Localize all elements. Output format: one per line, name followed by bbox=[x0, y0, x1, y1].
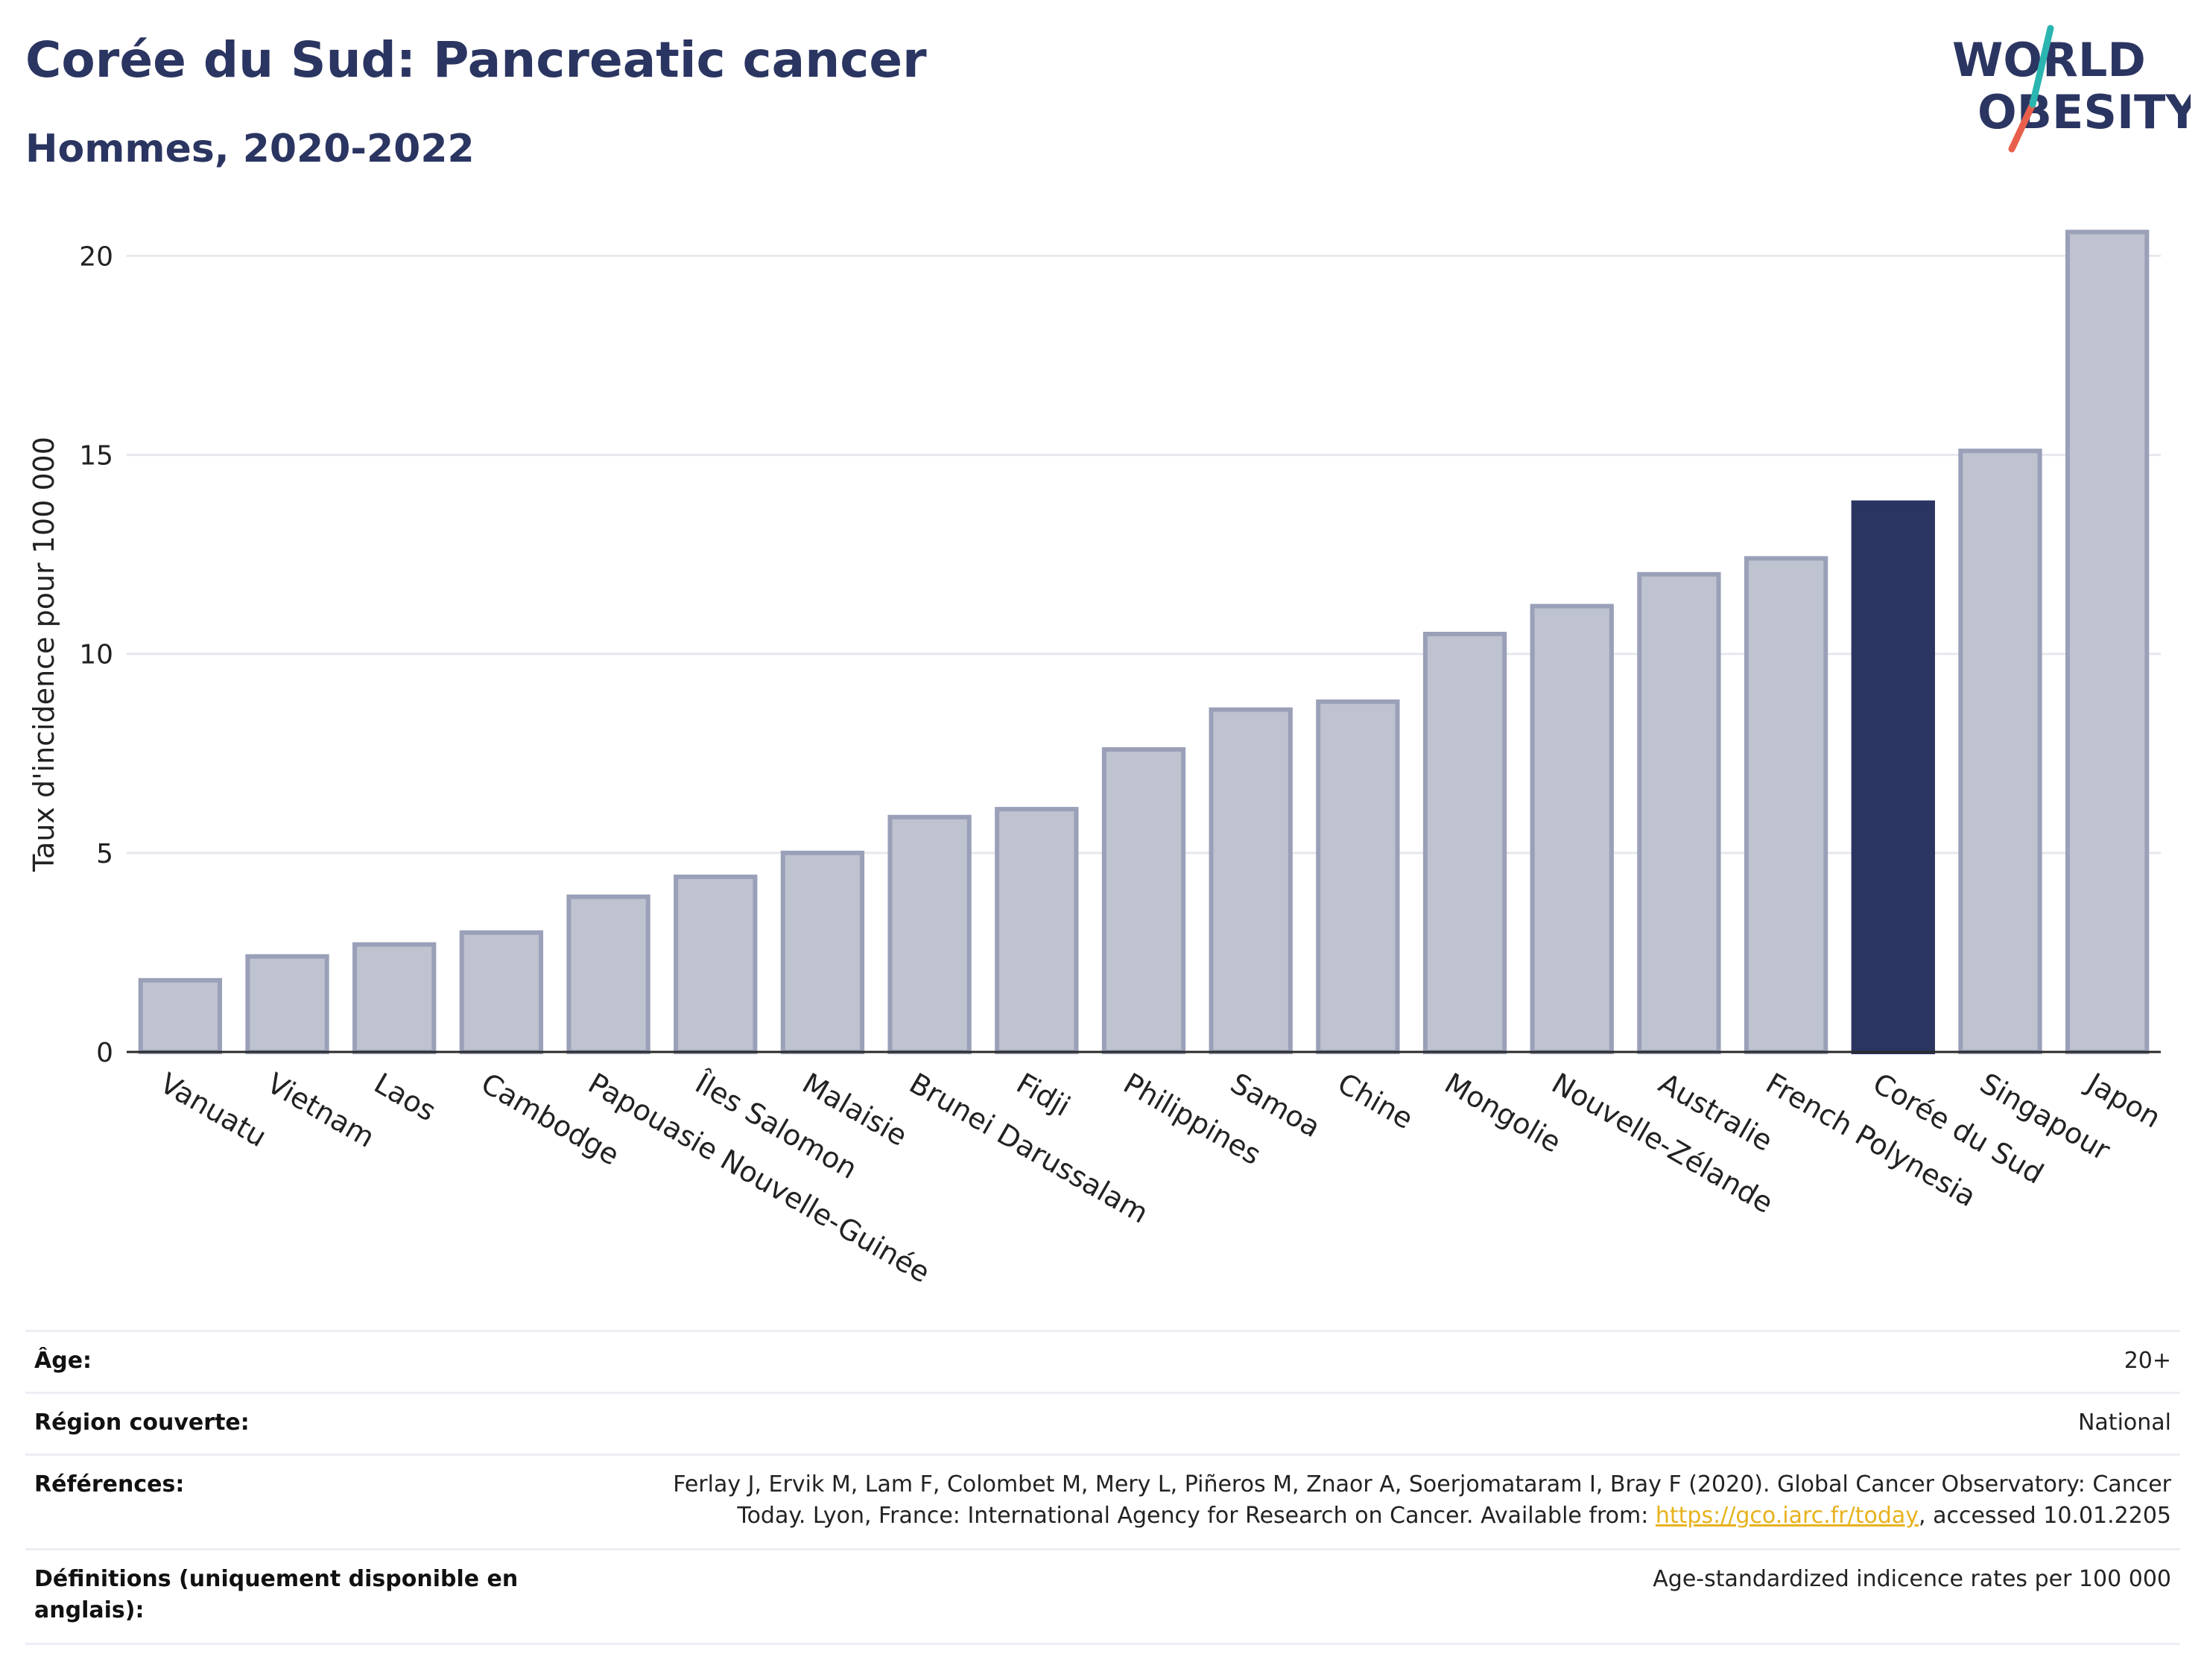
bar-corée-du-sud bbox=[1851, 500, 1935, 1054]
meta-label-age: Âge: bbox=[34, 1348, 92, 1374]
bar-australie bbox=[1637, 571, 1721, 1054]
y-tick-label: 10 bbox=[79, 640, 113, 671]
bars bbox=[138, 229, 2150, 1055]
logo-slash-red bbox=[2008, 101, 2036, 153]
y-axis-label: Taux d'incidence pour 100 000 bbox=[28, 437, 60, 872]
bar-papouasie-nouvelle-guinée bbox=[566, 894, 650, 1054]
meta-row-definitions: Définitions (uniquement disponible en an… bbox=[25, 1548, 2180, 1645]
meta-label-definitions: Définitions (uniquement disponible en an… bbox=[34, 1564, 556, 1626]
meta-row-references: Références: Ferlay J, Ervik M, Lam F, Co… bbox=[25, 1454, 2180, 1548]
reference-line2: Today. Lyon, France: International Agenc… bbox=[607, 1500, 2171, 1532]
x-tick-label: Laos bbox=[369, 1067, 442, 1128]
x-tick-label: Vietnam bbox=[262, 1067, 380, 1154]
y-tick-label: 15 bbox=[79, 441, 113, 472]
reference-line2-post: , accessed 10.01.2205 bbox=[1919, 1503, 2171, 1529]
bar-singapour bbox=[1958, 448, 2042, 1054]
bar-french-polynesia bbox=[1744, 556, 1828, 1054]
meta-value-references: Ferlay J, Ervik M, Lam F, Colombet M, Me… bbox=[607, 1469, 2171, 1532]
x-tick-label: Vanuatu bbox=[154, 1067, 272, 1153]
metadata-table: Âge: 20+ Région couverte: National Référ… bbox=[25, 1330, 2180, 1645]
bar-cambodge bbox=[459, 930, 544, 1054]
meta-row-region: Région couverte: National bbox=[25, 1392, 2180, 1454]
chart-title: Corée du Sud: Pancreatic cancer bbox=[25, 31, 927, 89]
meta-value-age: 20+ bbox=[2124, 1348, 2171, 1374]
bar-îles-salomon bbox=[674, 874, 758, 1055]
world-obesity-logo: WORLD OBESITY bbox=[1952, 25, 2191, 153]
y-tick-label: 20 bbox=[79, 241, 113, 272]
bar-philippines bbox=[1101, 747, 1186, 1054]
bar-laos bbox=[352, 942, 437, 1054]
logo-slash-teal bbox=[2029, 25, 2054, 108]
bar-malaisie bbox=[780, 850, 865, 1055]
y-tick-label: 0 bbox=[96, 1038, 113, 1068]
bar-chine bbox=[1316, 699, 1400, 1054]
x-tick-label: Chine bbox=[1332, 1067, 1419, 1135]
meta-label-references: Références: bbox=[34, 1471, 185, 1497]
bar-brunei-darussalam bbox=[887, 814, 972, 1055]
bar-mongolie bbox=[1422, 632, 1507, 1054]
definitions-label-line1: Définitions (uniquement disponible en bbox=[34, 1566, 519, 1592]
meta-label-region: Région couverte: bbox=[34, 1410, 250, 1436]
reference-link[interactable]: https://gco.iarc.fr/today bbox=[1655, 1503, 1919, 1529]
x-tick-label: Fidji bbox=[1011, 1067, 1076, 1123]
reference-line2-pre: Today. Lyon, France: International Agenc… bbox=[737, 1503, 1656, 1529]
meta-value-definitions: Age-standardized indicence rates per 100… bbox=[1653, 1566, 2171, 1592]
meta-row-age: Âge: 20+ bbox=[25, 1330, 2180, 1392]
bar-fidji bbox=[995, 807, 1079, 1054]
x-tick-label: Mongolie bbox=[1440, 1067, 1567, 1159]
chart-subtitle: Hommes, 2020-2022 bbox=[25, 127, 475, 171]
x-tick-label: Japon bbox=[2080, 1066, 2166, 1135]
reference-line1: Ferlay J, Ervik M, Lam F, Colombet M, Me… bbox=[673, 1471, 2171, 1497]
bar-nouvelle-zélande bbox=[1530, 603, 1614, 1054]
meta-value-region: National bbox=[2077, 1410, 2171, 1436]
bar-vietnam bbox=[245, 954, 329, 1055]
bar-samoa bbox=[1209, 707, 1293, 1054]
bar-vanuatu bbox=[138, 977, 223, 1055]
bar-japon bbox=[2065, 229, 2150, 1054]
y-tick-label: 5 bbox=[96, 839, 113, 869]
logo-line2: OBESITY bbox=[1977, 85, 2191, 139]
definitions-label-line2: anglais): bbox=[34, 1597, 145, 1623]
